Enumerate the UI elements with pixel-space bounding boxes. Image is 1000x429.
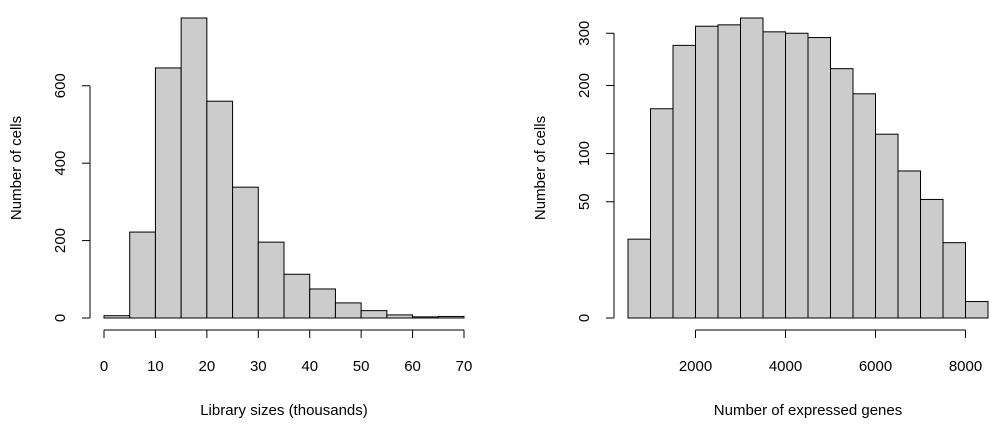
histogram-bar — [103, 315, 131, 319]
x-axis-title: Library sizes (thousands) — [200, 402, 368, 419]
y-tick-label: 300 — [576, 21, 593, 46]
histogram-bar — [283, 273, 311, 319]
y-tick-label: 600 — [52, 73, 69, 98]
histogram-bar — [695, 25, 719, 319]
x-tick-label: 40 — [301, 358, 318, 375]
histogram-bar — [154, 67, 182, 319]
histogram-bar — [830, 68, 854, 319]
histogram-bar — [412, 316, 439, 319]
expressed-genes-histogram: 2000 4000 6000 8000 0 50 100 200 300 Number of ex… — [532, 17, 989, 419]
x-tick-label: 50 — [353, 358, 370, 375]
histogram-bar — [875, 133, 899, 319]
histogram-bar — [257, 241, 285, 319]
x-tick-label: 2000 — [679, 358, 712, 375]
histogram-bar — [942, 242, 966, 319]
histogram-bar — [852, 93, 876, 319]
x-tick-label: 4000 — [769, 358, 802, 375]
histogram-bar — [672, 44, 696, 319]
histogram-bar — [334, 302, 362, 319]
x-tick-label: 0 — [100, 358, 108, 375]
histogram-bar — [740, 17, 764, 319]
y-tick-label: 0 — [576, 314, 593, 322]
histogram-bar — [920, 198, 944, 319]
y-axis-title: Number of cells — [8, 116, 25, 220]
x-tick-label: 10 — [147, 358, 164, 375]
x-axis-title: Number of expressed genes — [714, 402, 902, 419]
x-tick-label: 6000 — [859, 358, 892, 375]
library-size-histogram: 0 10 20 30 40 50 60 70 0 200 400 600 Library sizes (… — [8, 17, 473, 419]
histogram-bar — [386, 314, 414, 319]
histogram-bar — [785, 32, 809, 319]
histogram-bar — [807, 37, 831, 319]
y-axis-title: Number of cells — [532, 116, 549, 220]
histogram-bar — [360, 310, 388, 319]
histogram-bar — [627, 238, 651, 319]
y-tick-label: 0 — [52, 314, 69, 322]
histogram-bar — [650, 108, 674, 319]
y-tick-label: 200 — [52, 228, 69, 253]
histogram-bar — [897, 170, 921, 319]
x-tick-label: 20 — [199, 358, 216, 375]
y-tick-label: 200 — [576, 73, 593, 98]
x-tick-label: 30 — [250, 358, 267, 375]
histogram-bar — [129, 231, 156, 319]
x-tick-label: 70 — [456, 358, 473, 375]
histogram-bar — [762, 31, 786, 319]
histogram-bar — [965, 301, 989, 319]
histogram-bar — [309, 288, 336, 319]
histogram-bar — [232, 186, 259, 319]
y-tick-label: 100 — [576, 141, 593, 166]
y-tick-label: 50 — [576, 193, 593, 210]
y-tick-label: 400 — [52, 151, 69, 176]
histogram-bar — [206, 100, 234, 319]
histogram-bar — [717, 24, 741, 319]
x-tick-label: 60 — [404, 358, 421, 375]
histogram-bar — [180, 17, 208, 319]
histogram-bar — [437, 315, 465, 319]
x-tick-label: 8000 — [949, 358, 982, 375]
